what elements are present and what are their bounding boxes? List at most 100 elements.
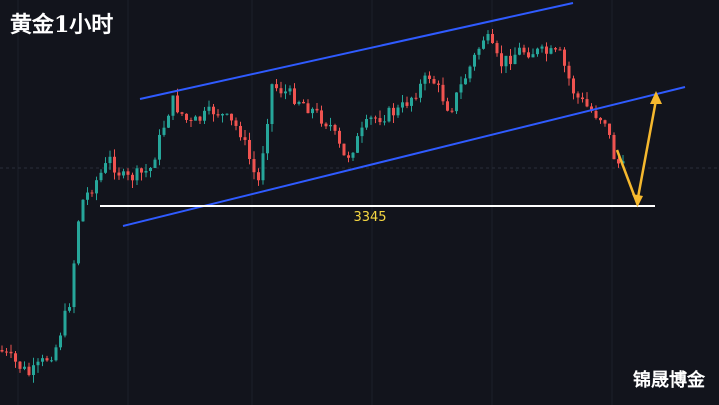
forecast-arrow bbox=[615, 91, 662, 208]
candle-body bbox=[477, 48, 481, 55]
candle-body bbox=[14, 353, 17, 362]
candle-body bbox=[383, 121, 386, 123]
candle-body bbox=[158, 134, 161, 160]
candle-body bbox=[329, 125, 332, 127]
candle-body bbox=[527, 52, 530, 58]
candle-body bbox=[509, 55, 512, 65]
candle-body bbox=[23, 366, 26, 369]
candle-body bbox=[108, 156, 112, 164]
candle-body bbox=[126, 171, 130, 175]
candle-body bbox=[603, 120, 607, 124]
candle-body bbox=[419, 83, 422, 98]
candle-body bbox=[441, 84, 445, 102]
candle-body bbox=[239, 125, 242, 138]
candle-body bbox=[63, 310, 67, 336]
candle-body bbox=[545, 46, 548, 54]
candle-body bbox=[567, 65, 571, 79]
candle-body bbox=[536, 48, 539, 55]
candle-body bbox=[473, 54, 476, 67]
candle-body bbox=[95, 180, 98, 194]
candle-body bbox=[198, 116, 202, 121]
candle-body bbox=[279, 88, 283, 94]
candle-body bbox=[266, 124, 269, 154]
candle-body bbox=[459, 84, 463, 93]
candle-body bbox=[504, 55, 508, 67]
candle-body bbox=[581, 97, 584, 100]
candle-body bbox=[261, 153, 265, 181]
candle-body bbox=[288, 88, 292, 92]
candle-body bbox=[356, 136, 359, 153]
candle-body bbox=[572, 78, 575, 94]
candle-body bbox=[351, 152, 355, 158]
candle-body bbox=[468, 66, 472, 79]
candle-body bbox=[5, 351, 8, 353]
candle-body bbox=[401, 102, 404, 108]
candle-body bbox=[612, 134, 616, 160]
chart-title: 黄金1小时 bbox=[10, 12, 113, 38]
candle-body bbox=[18, 361, 22, 369]
candle-body bbox=[621, 161, 625, 164]
candle-body bbox=[423, 75, 427, 84]
candle-body bbox=[540, 46, 544, 49]
candle-body bbox=[72, 263, 76, 308]
candle-body bbox=[396, 107, 400, 116]
candle-body bbox=[221, 114, 224, 116]
candle-body bbox=[428, 75, 431, 79]
candle-body bbox=[333, 125, 337, 131]
candle-body bbox=[162, 127, 166, 135]
candle-body bbox=[378, 118, 382, 123]
candle-body bbox=[594, 110, 598, 118]
candle-body bbox=[513, 54, 517, 65]
candle-body bbox=[617, 159, 620, 164]
candle-body bbox=[486, 34, 490, 41]
candle-body bbox=[387, 107, 391, 122]
candle-body bbox=[135, 168, 139, 181]
channel-upper bbox=[139, 2, 574, 100]
candle-body bbox=[59, 335, 62, 348]
candle-body bbox=[203, 110, 206, 121]
candle-body bbox=[153, 159, 157, 168]
level-label: 3345 bbox=[353, 210, 386, 225]
candle-body bbox=[0, 350, 4, 352]
candle-body bbox=[590, 106, 593, 111]
candle-body bbox=[455, 92, 458, 112]
channel-lower bbox=[122, 86, 686, 227]
candle-body bbox=[500, 53, 503, 67]
candle-body bbox=[131, 174, 134, 181]
candle-body bbox=[437, 83, 440, 85]
candle-body bbox=[599, 117, 602, 121]
arrow-head bbox=[632, 194, 643, 206]
candle-body bbox=[122, 171, 125, 176]
candle-body bbox=[482, 40, 485, 49]
candle-body bbox=[140, 168, 143, 173]
candle-body bbox=[293, 88, 296, 104]
candle-body bbox=[54, 347, 58, 361]
candle-body bbox=[99, 172, 103, 181]
candle-body bbox=[414, 97, 418, 99]
candle-body bbox=[302, 101, 305, 104]
candle-body bbox=[167, 115, 170, 128]
candle-body bbox=[450, 110, 454, 112]
candle-body bbox=[68, 307, 71, 311]
candle-body bbox=[347, 155, 350, 158]
watermark: 锦晟博金 bbox=[633, 369, 706, 391]
candle-body bbox=[230, 113, 233, 121]
candle-body bbox=[522, 47, 526, 53]
candle-body bbox=[194, 116, 197, 121]
candle-body bbox=[284, 91, 287, 94]
candle-body bbox=[81, 199, 85, 222]
candle-body bbox=[315, 108, 319, 111]
candle-body bbox=[338, 130, 341, 144]
candle-body bbox=[270, 84, 274, 125]
candle-body bbox=[558, 49, 562, 51]
candle-body bbox=[104, 163, 107, 173]
candle-body bbox=[432, 78, 436, 84]
candle-body bbox=[149, 167, 152, 171]
candle-body bbox=[86, 192, 89, 200]
candle-body bbox=[464, 78, 467, 85]
candle-body bbox=[342, 143, 346, 156]
